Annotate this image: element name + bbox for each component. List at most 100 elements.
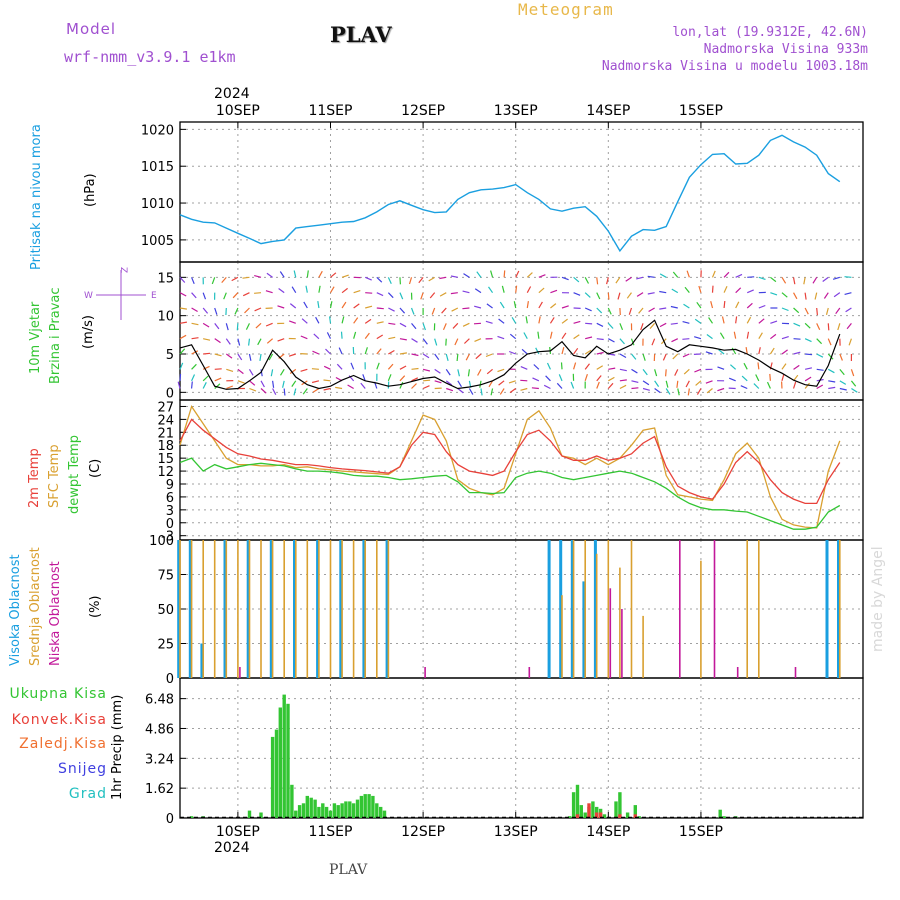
wind-arrow [543, 384, 551, 390]
cloud-bar-1 [179, 540, 181, 678]
precip-bar [274, 729, 279, 818]
wind-arrow [570, 381, 575, 389]
y-tick-label: 0 [166, 672, 174, 687]
wind-arrow [682, 338, 690, 340]
wind-arrow [214, 322, 220, 330]
wind-arrow [642, 380, 650, 386]
wind-arrow [428, 276, 435, 282]
wind-arrow [388, 307, 395, 312]
x-day-label-top: 11SEP [308, 103, 352, 119]
wind-arrow [647, 275, 655, 278]
cloud-bar-0 [316, 540, 320, 678]
wind-arrow [561, 318, 568, 324]
temp2m-line [179, 418, 841, 505]
legend-conv-precip: Konvek.Kisa [11, 712, 107, 728]
cloud-bar-1 [341, 540, 343, 678]
wind-arrow [191, 322, 199, 326]
wind-arrow [827, 323, 830, 331]
y-tick-label: 1005 [141, 234, 174, 249]
model-name: wrf-nmm_v3.9.1 e1km [64, 48, 236, 66]
wind-arrow [242, 292, 250, 297]
dewpt-line [179, 457, 841, 530]
y-tick-label: 0 [166, 812, 174, 827]
compass-west: W [84, 291, 93, 301]
x-day-label-bottom: 15SEP [679, 824, 723, 840]
wind-arrow [288, 320, 296, 324]
cloud-bar-1 [271, 540, 274, 678]
precip-bar [637, 816, 641, 818]
wind-arrow [226, 368, 234, 372]
wind-arrow [561, 332, 567, 340]
cloud-bar-1 [642, 615, 644, 678]
y-tick-label: 10 [157, 310, 174, 325]
wind-arrow [387, 277, 392, 284]
y-tick-label: 15 [157, 271, 174, 286]
wind-arrow [445, 368, 451, 376]
sfc-temp-line [179, 404, 841, 529]
wind-arrow [422, 353, 430, 359]
wind-arrow [260, 380, 265, 388]
wind-arrow [225, 338, 231, 345]
wind-arrow [619, 323, 624, 331]
wind-arrow [279, 271, 285, 278]
wind-arrow [485, 353, 493, 358]
wind-arrow [452, 322, 459, 329]
wind-arrow [684, 286, 690, 294]
wind-arrow [753, 383, 760, 389]
wind-arrow [705, 351, 713, 355]
cloud-bar-2 [621, 609, 623, 678]
wind-arrow [625, 276, 632, 282]
wind-arrow [584, 292, 591, 298]
wind-arrow [837, 323, 841, 331]
wind-arrow [832, 276, 841, 280]
wind-arrow [191, 337, 199, 340]
wind-arrow [793, 364, 800, 370]
wind-arrow [723, 286, 728, 293]
wind-arrow [642, 353, 646, 361]
wind-arrow [509, 388, 517, 394]
cloud-bar-2 [239, 667, 241, 678]
cloud-bar-1 [237, 540, 239, 678]
wind-arrow [445, 380, 453, 386]
wind-arrow [827, 368, 835, 374]
wind-arrow [434, 338, 438, 346]
precip-bar [351, 803, 356, 818]
wind-arrow [335, 386, 343, 390]
wind-arrow [445, 353, 449, 361]
pressure-line [179, 134, 841, 253]
cloud-bar-1 [595, 553, 598, 678]
wind-arrow [221, 276, 227, 283]
y-tick-label: 27 [157, 400, 174, 415]
wind-arrow [561, 276, 569, 281]
wind-arrow [411, 353, 419, 357]
wind-arrow [408, 277, 413, 285]
cloud-bar-1 [225, 540, 228, 678]
precip-bar [367, 794, 371, 818]
cloud-bar-0 [570, 540, 574, 678]
wind-arrow [341, 287, 348, 294]
wind-arrow [733, 331, 737, 339]
wind-arrow [179, 348, 186, 355]
precip-bar [583, 812, 587, 818]
wind-arrow [237, 338, 241, 346]
wind-arrow [353, 290, 361, 294]
legend-snow: Snijeg [57, 761, 107, 777]
wind-arrow [619, 379, 627, 382]
wind-arrow [781, 292, 788, 298]
wind-arrow [303, 301, 308, 309]
panel-frame [179, 261, 864, 401]
y-tick-label: 21 [157, 426, 174, 441]
wind-arrow [793, 292, 798, 300]
wind-arrow [214, 307, 218, 315]
wind-arrow [497, 335, 505, 340]
wind-arrow [708, 317, 714, 324]
precip-bar [344, 801, 348, 818]
wind-arrow [533, 364, 540, 370]
wind-arrow [513, 301, 517, 309]
wind-arrow [254, 307, 262, 312]
wind-arrow [442, 323, 447, 331]
wind-arrow [659, 322, 667, 328]
cloud-bar-1 [839, 540, 841, 678]
wind-arrow [833, 292, 841, 298]
precip-bar [286, 703, 290, 818]
